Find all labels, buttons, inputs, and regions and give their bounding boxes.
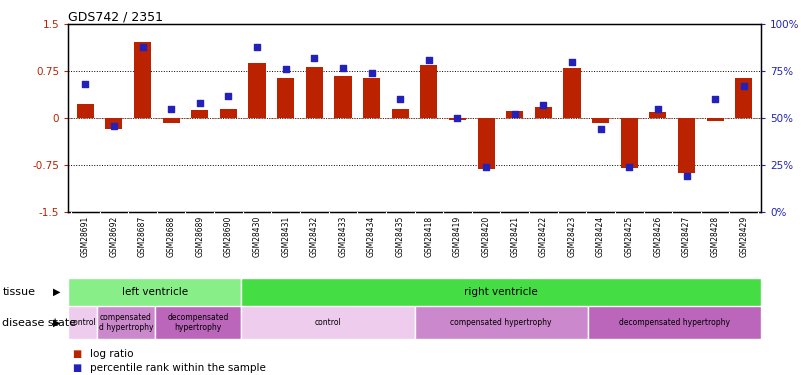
- Bar: [592, 118, 610, 123]
- Bar: [68, 306, 97, 339]
- Point: [651, 106, 664, 112]
- Point: [594, 126, 607, 132]
- Bar: [163, 118, 179, 123]
- Text: GDS742 / 2351: GDS742 / 2351: [68, 10, 163, 23]
- Text: control: control: [69, 318, 96, 327]
- Text: GSM28423: GSM28423: [567, 216, 577, 257]
- Point: [336, 64, 349, 70]
- Text: GSM28426: GSM28426: [654, 216, 662, 257]
- Text: GSM28692: GSM28692: [110, 216, 119, 257]
- Text: GSM28690: GSM28690: [224, 216, 233, 257]
- Point: [623, 164, 636, 170]
- Bar: [241, 278, 761, 306]
- Bar: [155, 306, 241, 339]
- Bar: [621, 118, 638, 168]
- Point: [308, 55, 320, 61]
- Text: ▶: ▶: [53, 318, 60, 327]
- Bar: [241, 306, 415, 339]
- Point: [280, 66, 292, 72]
- Bar: [588, 306, 761, 339]
- Text: left ventricle: left ventricle: [122, 286, 187, 297]
- Bar: [191, 110, 208, 118]
- Text: GSM28422: GSM28422: [539, 216, 548, 257]
- Text: GSM28434: GSM28434: [367, 216, 376, 257]
- Text: decompensated hypertrophy: decompensated hypertrophy: [619, 318, 730, 327]
- Bar: [363, 78, 380, 118]
- Point: [136, 44, 149, 50]
- Text: GSM28419: GSM28419: [453, 216, 462, 257]
- Text: GSM28691: GSM28691: [81, 216, 90, 257]
- Point: [394, 96, 407, 102]
- Point: [165, 106, 178, 112]
- Text: decompensated
hypertrophy: decompensated hypertrophy: [167, 313, 228, 332]
- Point: [107, 123, 120, 129]
- Point: [222, 93, 235, 99]
- Text: log ratio: log ratio: [90, 350, 133, 359]
- Bar: [392, 110, 409, 118]
- Text: GSM28428: GSM28428: [710, 216, 719, 257]
- Bar: [421, 65, 437, 118]
- Text: percentile rank within the sample: percentile rank within the sample: [90, 363, 266, 373]
- Text: GSM28430: GSM28430: [252, 216, 262, 257]
- Text: ■: ■: [72, 363, 82, 373]
- Point: [566, 59, 578, 65]
- Bar: [97, 306, 155, 339]
- Text: GSM28427: GSM28427: [682, 216, 691, 257]
- Point: [78, 81, 91, 87]
- Text: GSM28433: GSM28433: [339, 216, 348, 257]
- Text: disease state: disease state: [2, 318, 77, 327]
- Bar: [219, 110, 237, 118]
- Bar: [334, 76, 352, 118]
- Point: [365, 70, 378, 76]
- Text: GSM28418: GSM28418: [425, 216, 433, 257]
- Bar: [706, 118, 724, 121]
- Text: GSM28689: GSM28689: [195, 216, 204, 257]
- Bar: [134, 42, 151, 118]
- Bar: [77, 104, 94, 118]
- Text: GSM28431: GSM28431: [281, 216, 290, 257]
- Point: [738, 83, 751, 89]
- Bar: [449, 118, 466, 120]
- Text: control: control: [315, 318, 341, 327]
- Point: [480, 164, 493, 170]
- Text: tissue: tissue: [2, 286, 35, 297]
- Bar: [506, 111, 523, 118]
- Point: [680, 173, 693, 179]
- Text: compensated
d hypertrophy: compensated d hypertrophy: [99, 313, 153, 332]
- Point: [509, 111, 521, 117]
- Text: GSM28432: GSM28432: [310, 216, 319, 257]
- Text: ■: ■: [72, 350, 82, 359]
- Text: GSM28435: GSM28435: [396, 216, 405, 257]
- Text: ▶: ▶: [53, 286, 60, 297]
- Bar: [650, 112, 666, 118]
- Point: [251, 44, 264, 50]
- Bar: [735, 78, 752, 118]
- Text: GSM28424: GSM28424: [596, 216, 605, 257]
- Bar: [535, 107, 552, 118]
- Point: [422, 57, 435, 63]
- Text: GSM28688: GSM28688: [167, 216, 175, 257]
- Bar: [248, 63, 266, 118]
- Text: GSM28687: GSM28687: [138, 216, 147, 257]
- Text: compensated hypertrophy: compensated hypertrophy: [450, 318, 552, 327]
- Text: GSM28421: GSM28421: [510, 216, 519, 257]
- Bar: [678, 118, 695, 173]
- Point: [193, 100, 206, 106]
- Bar: [105, 118, 123, 129]
- Text: right ventricle: right ventricle: [465, 286, 538, 297]
- Text: GSM28429: GSM28429: [739, 216, 748, 257]
- Bar: [563, 68, 581, 118]
- Point: [537, 102, 549, 108]
- Bar: [415, 306, 588, 339]
- Bar: [277, 78, 294, 118]
- Bar: [477, 118, 495, 170]
- Text: GSM28420: GSM28420: [481, 216, 490, 257]
- Bar: [306, 67, 323, 118]
- Text: GSM28425: GSM28425: [625, 216, 634, 257]
- Point: [709, 96, 722, 102]
- Bar: [68, 278, 241, 306]
- Point: [451, 115, 464, 121]
